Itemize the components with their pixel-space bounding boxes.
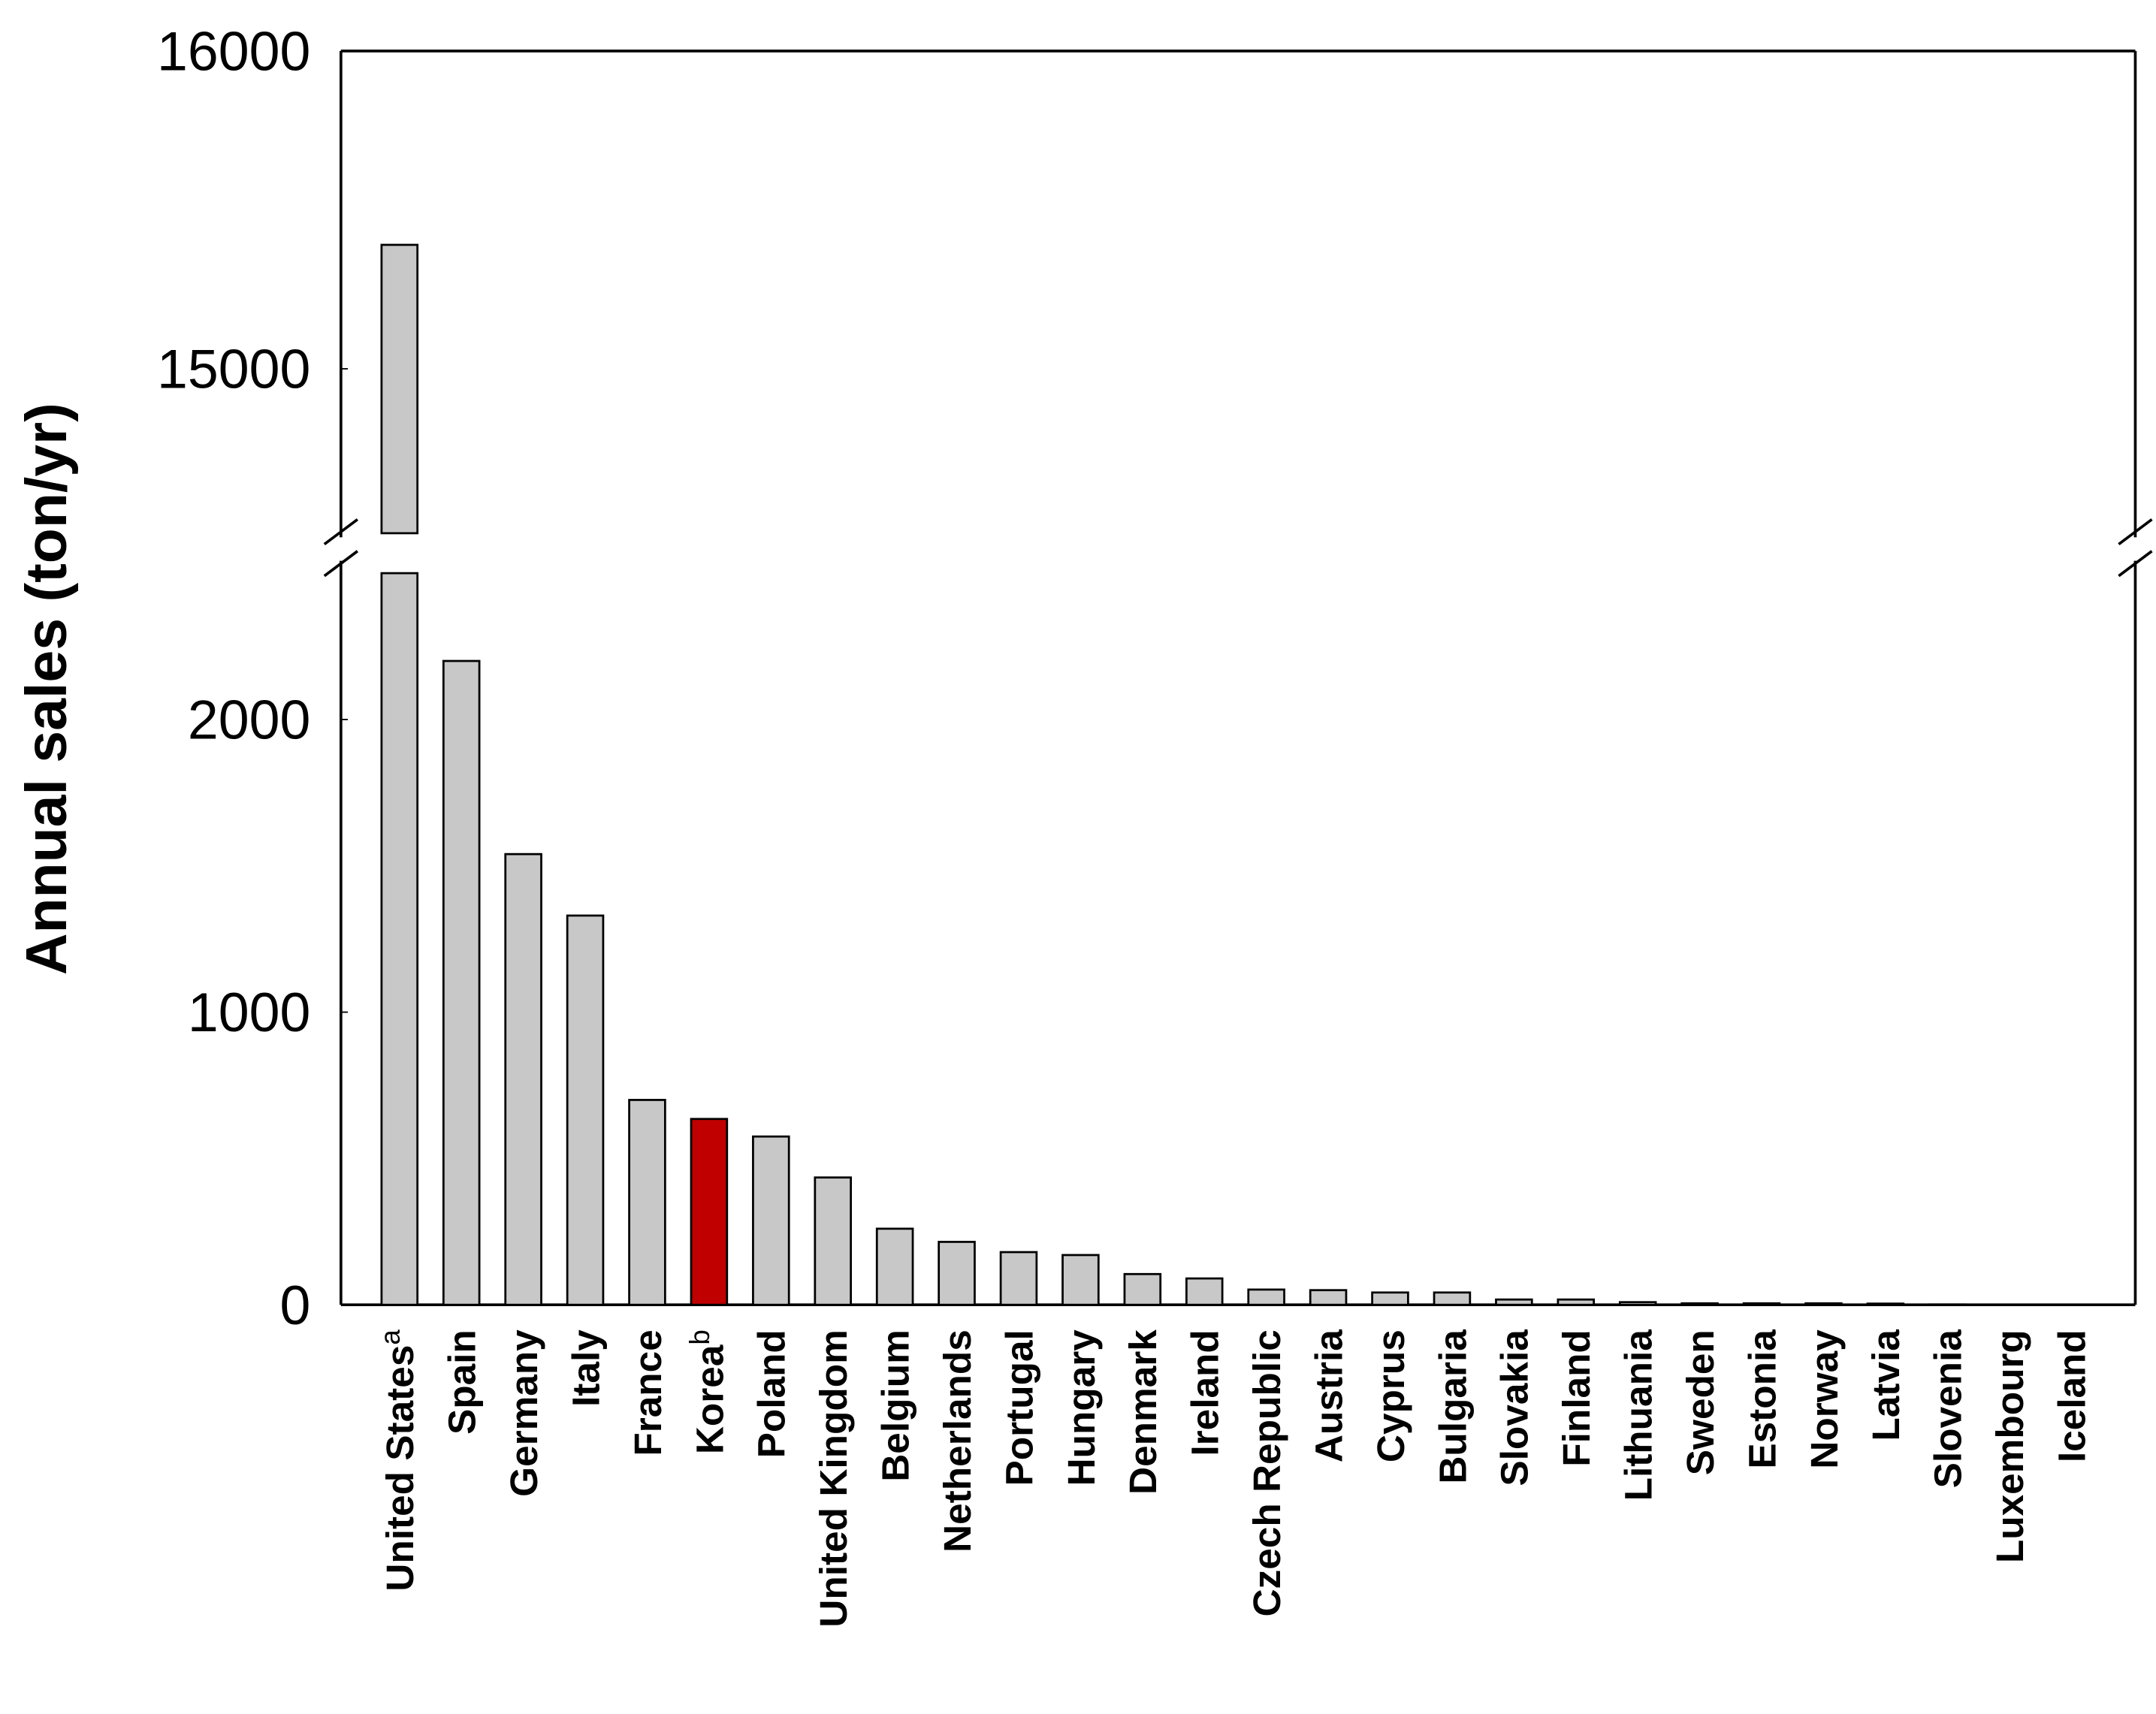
bar <box>628 1099 666 1306</box>
bar <box>1185 1277 1224 1306</box>
x-tick-label: Belgium <box>873 1329 916 1482</box>
bar <box>1804 1302 1843 1306</box>
x-tick-label: Denmark <box>1121 1329 1164 1495</box>
x-tick-label: Czech Republic <box>1245 1329 1288 1616</box>
category-name: Ireland <box>1183 1329 1227 1456</box>
break-mark <box>323 550 358 578</box>
category-name: Italy <box>563 1329 607 1407</box>
bar <box>875 1227 914 1306</box>
category-name: Latvia <box>1864 1329 1907 1441</box>
bar <box>1433 1291 1472 1306</box>
x-tick-label: United Statesa <box>375 1329 421 1592</box>
bar <box>690 1118 729 1306</box>
bar <box>1557 1298 1596 1306</box>
bar <box>504 852 542 1306</box>
category-name: United States <box>378 1345 421 1592</box>
bar <box>566 914 605 1306</box>
category-name: Bulgaria <box>1430 1329 1474 1484</box>
category-name: Netherlands <box>935 1329 979 1553</box>
category-name: Estonia <box>1740 1329 1783 1469</box>
category-name: Lithuania <box>1617 1329 1660 1501</box>
x-tick-label: Poland <box>750 1329 793 1458</box>
x-tick-label: Ireland <box>1183 1329 1227 1456</box>
category-name: Czech Republic <box>1245 1329 1288 1616</box>
bar <box>814 1176 852 1306</box>
x-tick-label: Spain <box>440 1329 484 1435</box>
break-mark <box>2118 518 2153 546</box>
y-tick-label: 1000 <box>188 982 310 1043</box>
bar <box>1247 1288 1285 1306</box>
x-tick-label: Estonia <box>1740 1329 1783 1469</box>
x-tick-label: Bulgaria <box>1430 1329 1474 1484</box>
x-tick-label: Portugal <box>997 1329 1040 1486</box>
category-name: United Kingdom <box>811 1329 855 1627</box>
break-mark <box>2118 550 2153 578</box>
category-name: Poland <box>750 1329 793 1458</box>
category-name: Austria <box>1306 1329 1350 1462</box>
category-name: France <box>626 1329 669 1456</box>
y-tick-label: 0 <box>280 1275 311 1336</box>
x-tick-label: Cyprus <box>1369 1329 1412 1462</box>
bar <box>1495 1298 1533 1306</box>
x-tick-label: Latvia <box>1864 1329 1907 1441</box>
bar <box>380 572 419 1306</box>
x-tick-label: Finland <box>1554 1329 1598 1467</box>
y-tick-label: 2000 <box>188 690 310 751</box>
bar <box>1309 1289 1348 1306</box>
bar <box>938 1241 976 1306</box>
break-mark <box>323 518 358 546</box>
x-tick-label: Koreab <box>684 1329 731 1454</box>
x-tick-label: France <box>626 1329 669 1456</box>
bar <box>752 1135 790 1306</box>
bar <box>1866 1302 1905 1306</box>
category-name: Norway <box>1802 1329 1846 1469</box>
x-tick-label: Slovakia <box>1493 1329 1536 1486</box>
category-name: Germany <box>502 1329 545 1497</box>
bar <box>1371 1291 1409 1306</box>
y-tick-label: 15000 <box>157 339 310 400</box>
category-name: Finland <box>1554 1329 1598 1467</box>
category-name: Sweden <box>1678 1329 1722 1475</box>
x-tick-label: Norway <box>1802 1329 1846 1469</box>
category-name: Cyprus <box>1369 1329 1412 1462</box>
x-tick-label: United Kingdom <box>811 1329 855 1627</box>
x-tick-label: Germany <box>502 1329 545 1497</box>
category-name: Portugal <box>997 1329 1040 1486</box>
bar <box>1618 1301 1657 1306</box>
x-tick-label: Italy <box>563 1329 607 1407</box>
x-tick-label: Iceland <box>2049 1329 2093 1462</box>
x-tick-label: Slovenia <box>1926 1329 1970 1489</box>
category-name: Luxembourg <box>1988 1329 2031 1563</box>
bar <box>1061 1254 1100 1306</box>
x-tick-label: Luxembourg <box>1988 1329 2031 1563</box>
category-name: Korea <box>687 1344 731 1454</box>
category-name: Slovenia <box>1926 1329 1970 1489</box>
x-tick-label: Austria <box>1306 1329 1350 1462</box>
bar <box>1123 1272 1162 1306</box>
bar <box>1680 1302 1719 1306</box>
bar <box>999 1251 1038 1306</box>
x-tick-label: Netherlands <box>935 1329 979 1553</box>
bar <box>380 243 419 535</box>
category-superscript: b <box>684 1329 715 1344</box>
x-tick-label: Sweden <box>1678 1329 1722 1475</box>
y-axis-label: Annual sales (ton/yr) <box>14 403 79 975</box>
category-name: Hungary <box>1059 1329 1103 1486</box>
x-tick-label: Lithuania <box>1617 1329 1660 1501</box>
y-tick-label: 16000 <box>157 21 310 83</box>
category-superscript: a <box>375 1329 406 1345</box>
bar <box>442 659 481 1306</box>
category-name: Iceland <box>2049 1329 2093 1462</box>
category-name: Denmark <box>1121 1329 1164 1495</box>
x-tick-label: Hungary <box>1059 1329 1103 1486</box>
category-name: Slovakia <box>1493 1329 1536 1486</box>
bar <box>1742 1302 1781 1306</box>
category-name: Belgium <box>873 1329 916 1482</box>
category-name: Spain <box>440 1329 484 1435</box>
